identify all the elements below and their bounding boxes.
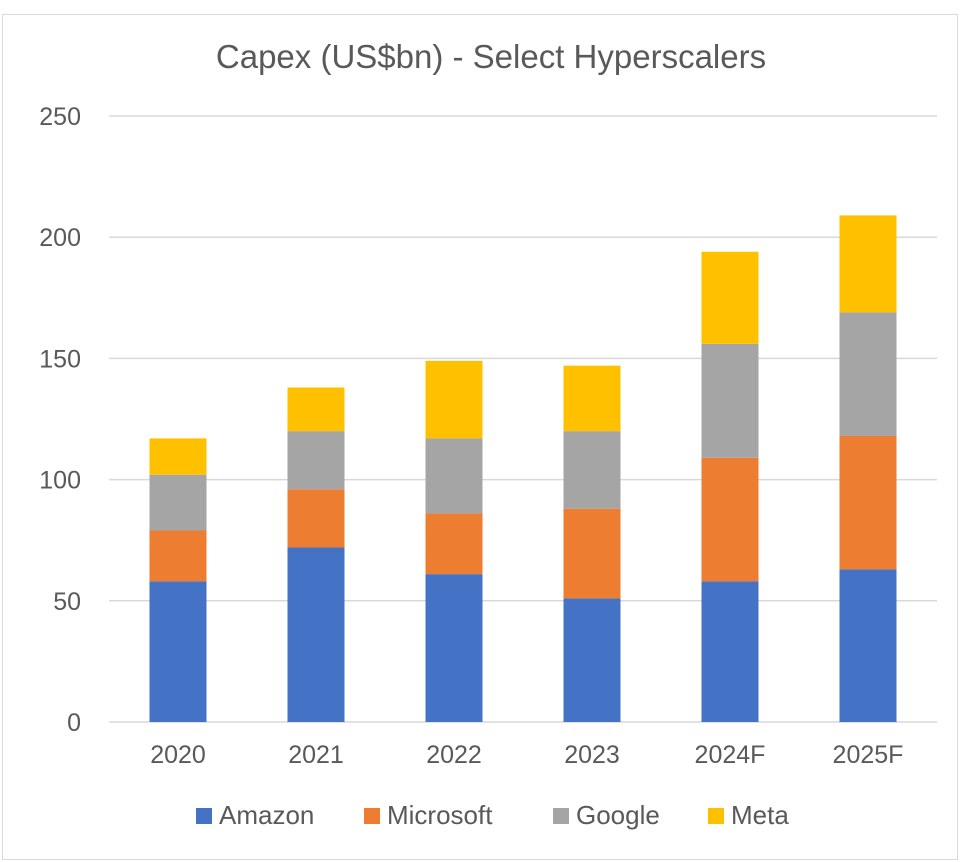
bar-google-2022 [425,438,483,514]
y-tick-label: 200 [39,224,81,252]
bar-meta-2025F [839,215,897,313]
y-tick-label: 150 [39,345,81,373]
bar-meta-2020 [149,438,207,475]
bar-microsoft-2024F [701,457,759,582]
bar-meta-2021 [287,387,345,432]
legend-swatch-microsoft [364,808,380,824]
bar-amazon-2025F [839,569,897,722]
bar-microsoft-2023 [563,508,621,599]
legend-label-microsoft: Microsoft [387,800,493,830]
y-tick-label: 50 [53,588,81,616]
bar-amazon-2022 [425,574,483,722]
bar-google-2023 [563,431,621,509]
chart-frame: Capex (US$bn) - Select Hyperscalers 0 50 1… [2,14,958,860]
bar-meta-2024F [701,251,759,344]
y-tick-label: 100 [39,467,81,495]
x-tick-label: 2022 [426,741,482,769]
bar-microsoft-2025F [839,435,897,570]
bar-google-2021 [287,431,345,490]
x-tick-label: 2024F [695,741,766,769]
legend-label-amazon: Amazon [219,800,314,830]
legend-swatch-google [553,808,569,824]
x-tick-label: 2023 [564,741,620,769]
legend-label-google: Google [576,800,660,830]
bar-amazon-2024F [701,581,759,722]
bar-amazon-2023 [563,598,621,722]
chart-title: Capex (US$bn) - Select Hyperscalers [216,38,766,75]
x-tick-label: 2021 [288,741,344,769]
legend-swatch-meta [708,808,724,824]
bar-meta-2022 [425,360,483,439]
y-tick-label: 250 [39,103,81,131]
y-axis-ticks: 0 50 100 150 200 250 [39,103,81,737]
bar-google-2024F [701,343,759,458]
bars [149,215,897,722]
bar-microsoft-2022 [425,513,483,575]
bar-microsoft-2021 [287,489,345,548]
bar-google-2020 [149,474,207,531]
bar-google-2025F [839,312,897,436]
legend-label-meta: Meta [731,800,789,830]
x-tick-label: 2020 [150,741,206,769]
x-tick-label: 2025F [833,741,904,769]
legend-swatch-amazon [196,808,212,824]
bar-amazon-2021 [287,547,345,722]
gridlines [109,115,937,723]
bar-amazon-2020 [149,581,207,722]
legend: Amazon Microsoft Google Meta [196,800,789,830]
bar-microsoft-2020 [149,530,207,582]
y-tick-label: 0 [67,709,81,737]
bar-meta-2023 [563,365,621,432]
stacked-bar-chart: Capex (US$bn) - Select Hyperscalers 0 50 1… [39,38,937,830]
x-axis-ticks: 2020 2021 2022 2023 2024F 2025F [150,741,903,769]
